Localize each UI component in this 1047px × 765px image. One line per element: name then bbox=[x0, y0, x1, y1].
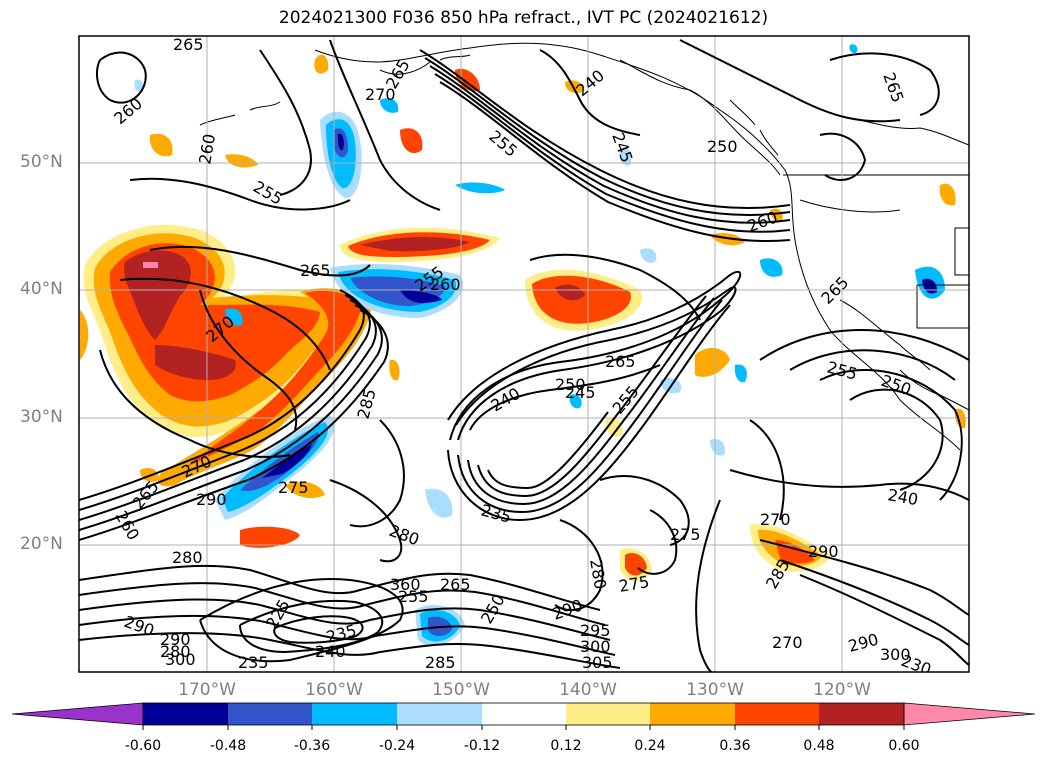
colorbar-tick-label: -0.24 bbox=[378, 738, 416, 754]
coastlines bbox=[199, 42, 969, 451]
contour-label: 265 bbox=[440, 575, 471, 594]
contour-label: 280 bbox=[172, 548, 203, 567]
colorbar-segment bbox=[228, 703, 312, 725]
colorbar-segment bbox=[650, 703, 735, 725]
contour-label: 290 bbox=[808, 542, 839, 561]
contour-label: 250 bbox=[707, 137, 738, 156]
contour-label: 260 bbox=[430, 275, 461, 294]
lon-label-120w: 120°W bbox=[813, 680, 871, 700]
contour-label: 275 bbox=[278, 478, 309, 497]
lon-label-130w: 130°W bbox=[686, 680, 744, 700]
colorbar-segment bbox=[143, 703, 228, 725]
lon-label-150w: 150°W bbox=[432, 680, 490, 700]
lat-label-30n: 30°N bbox=[20, 407, 63, 427]
colorbar-segment bbox=[566, 703, 650, 725]
map-frame bbox=[78, 35, 970, 673]
colorbar-max-extend bbox=[903, 702, 1036, 726]
lon-label-140w: 140°W bbox=[559, 680, 617, 700]
colorbar-segment bbox=[735, 703, 819, 725]
lat-label-20n: 20°N bbox=[20, 534, 63, 554]
colorbar-tick-label: 0.60 bbox=[888, 738, 920, 754]
contour-label: 245 bbox=[565, 383, 596, 402]
contour-label: 240 bbox=[315, 642, 346, 661]
lon-label-170w: 170°W bbox=[178, 680, 236, 700]
colorbar-segment bbox=[397, 703, 482, 725]
contour-label: 265 bbox=[605, 352, 636, 371]
contour-label: 300 bbox=[165, 650, 196, 669]
colorbar-tick-label: -0.48 bbox=[209, 738, 247, 754]
lon-label-160w: 160°W bbox=[305, 680, 363, 700]
contour-label: 270 bbox=[760, 510, 791, 529]
colorbar-tick-label: -0.60 bbox=[124, 738, 162, 754]
contour-label: 295 bbox=[580, 621, 611, 640]
colorbar bbox=[11, 702, 1036, 730]
contour-label: 265 bbox=[173, 35, 204, 54]
contour-label: 275 bbox=[670, 525, 701, 544]
contour-label: 360 bbox=[390, 575, 421, 594]
colorbar-min-extend bbox=[11, 702, 144, 726]
colorbar-tick-label: 0.48 bbox=[803, 738, 835, 754]
lat-label-50n: 50°N bbox=[20, 152, 63, 172]
colorbar-tick-label: -0.36 bbox=[293, 738, 331, 754]
contour-label: 300 bbox=[880, 645, 911, 664]
colorbar-tick-label: 0.24 bbox=[634, 738, 666, 754]
contour-label: 270 bbox=[772, 633, 803, 652]
contour-label: 290 bbox=[160, 630, 191, 649]
colorbar-segment bbox=[819, 703, 904, 725]
gridlines bbox=[79, 36, 969, 672]
contour-label: 255 bbox=[398, 587, 429, 606]
contour-label: 305 bbox=[582, 653, 613, 672]
contour-label: 285 bbox=[425, 653, 456, 672]
contour-label: 265 bbox=[300, 261, 331, 280]
contour-label: 250 bbox=[555, 375, 586, 394]
contour-label: 235 bbox=[238, 653, 269, 672]
colorbar-tick-label: 0.12 bbox=[550, 738, 582, 754]
map-title: 2024021300 F036 850 hPa refract., IVT PC… bbox=[278, 8, 769, 28]
colorbar-tick-label: -0.12 bbox=[463, 738, 501, 754]
contour-label: 290 bbox=[196, 490, 227, 509]
contour-label: 280 bbox=[160, 642, 191, 661]
colorbar-segment bbox=[312, 703, 397, 725]
contour-label: 270 bbox=[365, 85, 396, 104]
colorbar-tick-label: 0.36 bbox=[719, 738, 751, 754]
ivt-contours bbox=[79, 39, 969, 672]
colorbar-segment bbox=[482, 703, 566, 725]
lat-label-40n: 40°N bbox=[20, 279, 63, 299]
contour-label: 300 bbox=[580, 637, 611, 656]
